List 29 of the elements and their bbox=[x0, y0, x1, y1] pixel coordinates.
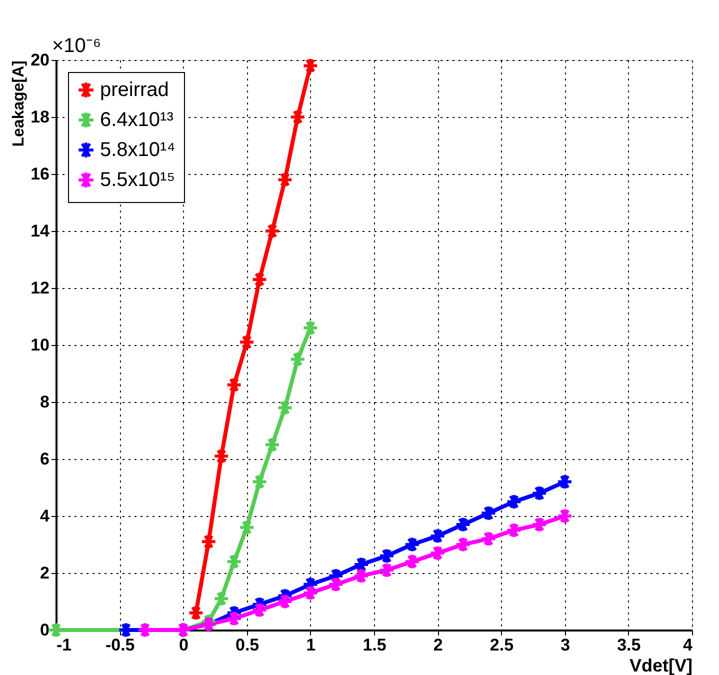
legend-label: 5.5x10¹⁵ bbox=[100, 169, 175, 191]
y-tick-label: 8 bbox=[40, 392, 50, 412]
x-tick-label: 0.5 bbox=[235, 636, 260, 654]
y-tick-label: 12 bbox=[30, 278, 50, 298]
y-tick-label: 6 bbox=[40, 450, 50, 468]
y-tick-label: 10 bbox=[30, 336, 50, 354]
y-tick-label: 2 bbox=[40, 564, 50, 582]
legend-label: preirrad bbox=[100, 79, 169, 101]
y-axis-title: Leakage[A] bbox=[10, 60, 28, 147]
x-tick-label: 4 bbox=[683, 636, 694, 654]
x-tick-label: 2 bbox=[433, 636, 443, 654]
x-tick-label: 1 bbox=[306, 636, 316, 654]
x-axis-title: Vdet[V] bbox=[630, 656, 692, 675]
x-tick-label: -0.5 bbox=[105, 636, 135, 654]
x-tick-label: -1 bbox=[56, 636, 72, 654]
x-tick-label: 2.5 bbox=[490, 636, 514, 654]
legend-label: 6.4x10¹³ bbox=[100, 109, 174, 131]
y-tick-label: 20 bbox=[30, 50, 50, 70]
x-tick-label: 3 bbox=[560, 636, 570, 654]
text: ×10⁻⁶ bbox=[52, 35, 102, 57]
legend-label: 5.8x10¹⁴ bbox=[100, 139, 176, 161]
x-tick-label: 1.5 bbox=[362, 636, 386, 654]
y-tick-label: 14 bbox=[30, 222, 50, 240]
y-tick-label: 16 bbox=[30, 164, 50, 184]
y-tick-label: 18 bbox=[30, 108, 50, 126]
x-tick-label: 3.5 bbox=[617, 636, 641, 654]
x-tick-label: 0 bbox=[178, 636, 188, 654]
y-tick-label: 0 bbox=[40, 620, 50, 640]
y-tick-label: 4 bbox=[40, 506, 50, 526]
